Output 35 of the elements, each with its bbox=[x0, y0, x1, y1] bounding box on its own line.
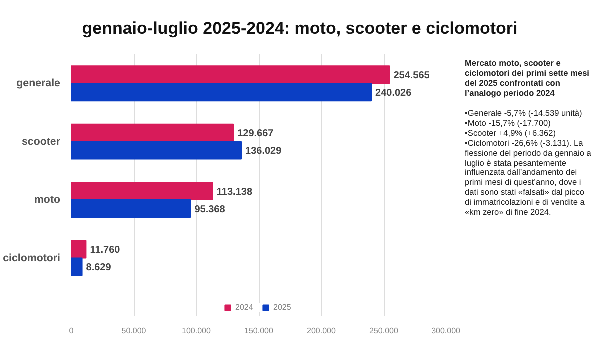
bar bbox=[72, 66, 390, 84]
y-tick-label: scooter bbox=[22, 136, 61, 148]
legend-label: 2024 bbox=[236, 303, 254, 312]
bar bbox=[72, 83, 372, 102]
x-tick-label: 300.000 bbox=[432, 326, 462, 336]
x-tick-label: 50.000 bbox=[122, 326, 147, 336]
legend-label: 2025 bbox=[274, 303, 292, 312]
text: •Scooter +4,9% (+6.362) bbox=[465, 128, 556, 138]
text: •Generale -5,7% (-14.539 unità) bbox=[465, 108, 582, 118]
text: •Ciclomotori -26,6% (-3.131). La flessione del periodo da gennaio a luglio è stata pesantemente influenzata dall’andamento dei primi mesi di quest’anno, dove i dati sono stati «falsati» dal picco di immatricolazioni e di vendite a «km zero» di fine 2024. bbox=[465, 138, 592, 218]
data-label: 240.026 bbox=[376, 88, 412, 99]
data-label: 8.629 bbox=[86, 262, 112, 274]
x-tick-label: 250.000 bbox=[370, 326, 400, 336]
y-tick-label: generale bbox=[16, 78, 61, 90]
chart-title: gennaio-luglio 2025-2024: moto, scooter e ciclomotori bbox=[81, 18, 519, 40]
data-label: 113.138 bbox=[216, 186, 253, 198]
bar bbox=[72, 240, 87, 259]
bar bbox=[72, 124, 234, 142]
bar bbox=[72, 182, 214, 201]
data-label: 95.368 bbox=[194, 204, 226, 216]
y-tick-label: moto bbox=[34, 194, 61, 206]
x-tick-label: 0 bbox=[69, 326, 74, 336]
bar bbox=[72, 141, 242, 160]
x-tick-label: 150.000 bbox=[244, 326, 274, 336]
text: •Moto -15,7% (-17.700) bbox=[465, 118, 551, 128]
bar bbox=[72, 200, 192, 218]
data-label: 129.667 bbox=[238, 128, 274, 140]
data-label: 254.565 bbox=[394, 70, 430, 82]
x-tick-label: 100.000 bbox=[182, 326, 212, 336]
x-tick-label: 200.000 bbox=[307, 326, 337, 336]
bar bbox=[72, 258, 83, 276]
data-label: 136.029 bbox=[246, 146, 282, 158]
data-label: 11.760 bbox=[90, 245, 121, 256]
y-tick-label: ciclomotori bbox=[3, 252, 61, 264]
text: Mercato moto, scooter e ciclomotori dei primi sette mesi del 2025 confrontati con l’analogo periodo 2024 bbox=[465, 58, 590, 98]
